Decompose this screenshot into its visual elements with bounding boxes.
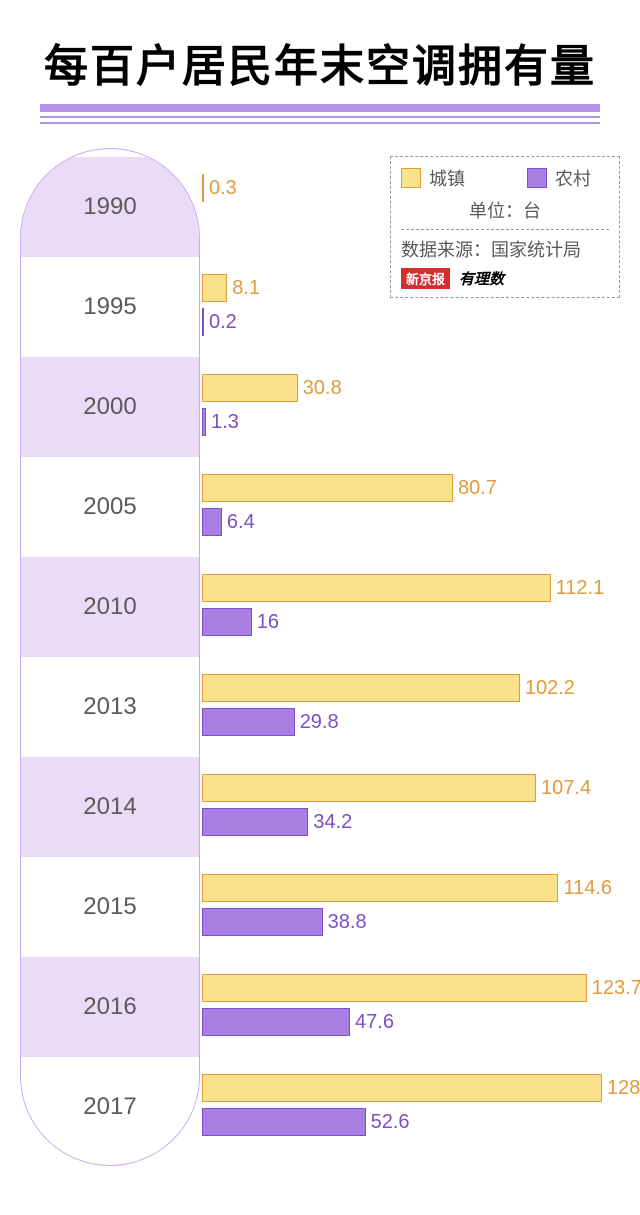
bar-value-label: 34.2 xyxy=(313,811,352,834)
bar-urban: 114.6 xyxy=(202,874,558,902)
bar-urban: 0.3 xyxy=(202,174,204,202)
bar-value-label: 30.8 xyxy=(303,377,342,400)
bar-row: 107.4 34.2 xyxy=(202,756,620,856)
bar-urban: 112.1 xyxy=(202,574,551,602)
bar-urban: 123.7 xyxy=(202,974,587,1002)
bar-value-label: 47.6 xyxy=(355,1011,394,1034)
bar-value-label: 102.2 xyxy=(525,677,575,700)
year-label: 2014 xyxy=(21,757,199,857)
bar-rural: 38.8 xyxy=(202,908,323,936)
year-label: 2015 xyxy=(21,857,199,957)
bars-area: 城镇 农村 单位：台 数据来源：国家统计局 新京报 有理数 0.3 8.1 0.2 3… xyxy=(202,156,620,1156)
bar-urban: 107.4 xyxy=(202,774,536,802)
bar-value-label: 114.6 xyxy=(563,877,612,900)
bar-value-label: 128.6 xyxy=(607,1077,640,1100)
bar-urban: 128.6 xyxy=(202,1074,602,1102)
bar-value-label: 6.4 xyxy=(227,511,255,534)
bar-urban: 8.1 xyxy=(202,274,227,302)
bar-row: 112.1 16 xyxy=(202,556,620,656)
bar-value-label: 52.6 xyxy=(371,1111,410,1134)
bar-value-label: 29.8 xyxy=(300,711,339,734)
chart-title: 每百户居民年末空调拥有量 xyxy=(20,30,620,94)
bar-row: 102.2 29.8 xyxy=(202,656,620,756)
year-label: 1990 xyxy=(21,157,199,257)
legend-series-row: 城镇 农村 xyxy=(401,165,609,191)
year-axis: 1990199520002005201020132014201520162017 xyxy=(20,148,200,1166)
legend-label-urban: 城镇 xyxy=(429,165,465,191)
legend-source: 数据来源：国家统计局 xyxy=(401,236,609,262)
bar-row: 123.7 47.6 xyxy=(202,956,620,1056)
bar-rural: 16 xyxy=(202,608,252,636)
year-label: 2013 xyxy=(21,657,199,757)
source-brand: 有理数 xyxy=(459,271,504,288)
bar-rural: 34.2 xyxy=(202,808,308,836)
legend-brand-row: 新京报 有理数 xyxy=(401,268,609,289)
bar-urban: 30.8 xyxy=(202,374,298,402)
bar-rural: 1.3 xyxy=(202,408,206,436)
bar-urban: 80.7 xyxy=(202,474,453,502)
legend-divider xyxy=(401,229,609,230)
bar-value-label: 38.8 xyxy=(328,911,367,934)
bar-urban: 102.2 xyxy=(202,674,520,702)
bar-value-label: 107.4 xyxy=(541,777,591,800)
legend-box: 城镇 农村 单位：台 数据来源：国家统计局 新京报 有理数 xyxy=(390,156,620,298)
bar-rural: 29.8 xyxy=(202,708,295,736)
bar-value-label: 16 xyxy=(257,611,279,634)
bar-value-label: 8.1 xyxy=(232,277,260,300)
legend-unit: 单位：台 xyxy=(401,197,609,223)
bar-row: 128.6 52.6 xyxy=(202,1056,620,1156)
year-label: 2016 xyxy=(21,957,199,1057)
source-badge: 新京报 xyxy=(401,268,450,289)
title-underline xyxy=(40,104,600,124)
bar-rural: 52.6 xyxy=(202,1108,366,1136)
bar-rural: 6.4 xyxy=(202,508,222,536)
bar-row: 114.6 38.8 xyxy=(202,856,620,956)
bar-value-label: 1.3 xyxy=(211,411,239,434)
legend-swatch-rural xyxy=(527,168,547,188)
bar-rural: 47.6 xyxy=(202,1008,350,1036)
bar-value-label: 0.2 xyxy=(209,311,237,334)
bar-row: 30.8 1.3 xyxy=(202,356,620,456)
chart-container: 1990199520002005201020132014201520162017… xyxy=(20,148,620,1166)
year-label: 1995 xyxy=(21,257,199,357)
legend-swatch-urban xyxy=(401,168,421,188)
bar-row: 80.7 6.4 xyxy=(202,456,620,556)
year-label: 2000 xyxy=(21,357,199,457)
legend-label-rural: 农村 xyxy=(555,165,591,191)
year-label: 2010 xyxy=(21,557,199,657)
bar-value-label: 80.7 xyxy=(458,477,497,500)
year-label: 2017 xyxy=(21,1057,199,1157)
bar-value-label: 112.1 xyxy=(556,577,605,600)
bar-value-label: 123.7 xyxy=(592,977,640,1000)
year-label: 2005 xyxy=(21,457,199,557)
bar-value-label: 0.3 xyxy=(209,177,237,200)
bar-rural: 0.2 xyxy=(202,308,204,336)
